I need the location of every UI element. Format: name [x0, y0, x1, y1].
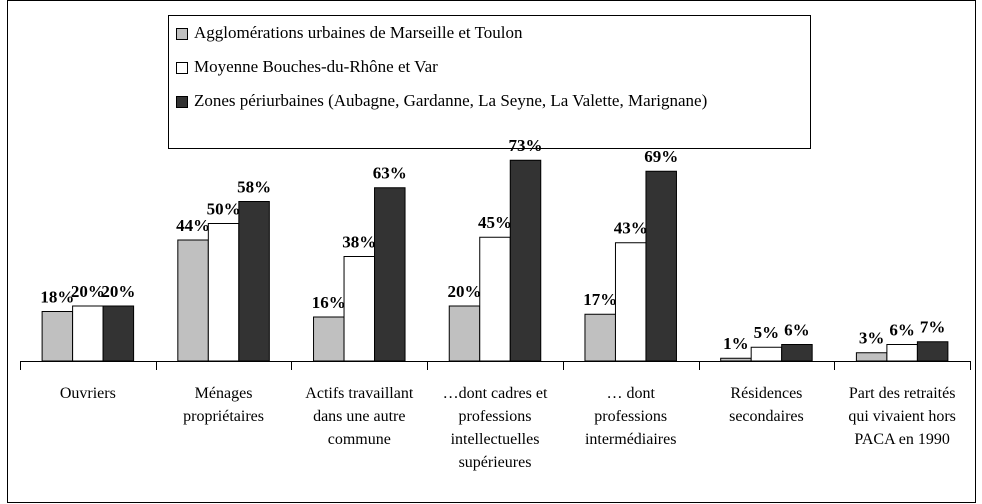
x-tick-label: Ménages propriétaires	[183, 385, 264, 425]
x-tick-label: … dont professions intermédiaires	[584, 385, 677, 448]
bar	[238, 201, 270, 362]
x-tick-label: Ouvriers	[59, 385, 116, 402]
bar	[916, 341, 949, 362]
legend-label: Zones périurbaines (Aubagne, Gardanne, L…	[194, 91, 707, 110]
bar	[479, 236, 511, 362]
bar	[614, 242, 647, 362]
bar	[72, 305, 104, 362]
data-label: 50%	[207, 199, 241, 218]
data-label: 1%	[723, 334, 749, 353]
legend-swatch	[176, 62, 188, 74]
x-tick-label: …dont cadres et professions intellectuel…	[442, 385, 548, 471]
bar	[886, 344, 918, 362]
data-label: 43%	[614, 219, 648, 238]
x-tick-label: Part des retraités qui vivaient hors PAC…	[848, 385, 956, 448]
legend-swatch	[176, 96, 188, 108]
data-label: 3%	[859, 329, 885, 348]
data-label: 63%	[373, 164, 407, 183]
legend-swatch	[176, 28, 188, 40]
data-label: 20%	[448, 282, 482, 301]
bar	[41, 311, 74, 362]
legend-box	[168, 15, 811, 149]
data-label: 20%	[101, 282, 135, 301]
bar	[781, 344, 813, 362]
bar	[343, 256, 376, 362]
data-label: 73%	[509, 136, 543, 155]
bar	[720, 357, 752, 362]
data-label: 6%	[784, 320, 810, 339]
data-label: 44%	[176, 216, 210, 235]
bar	[509, 159, 542, 362]
data-label: 20%	[71, 282, 105, 301]
data-label: 69%	[644, 147, 678, 166]
bar	[448, 305, 481, 362]
data-label: 18%	[40, 287, 74, 306]
bar	[102, 305, 135, 362]
bar	[207, 223, 240, 362]
data-label: 17%	[583, 290, 617, 309]
data-label: 7%	[920, 318, 946, 337]
data-label: 58%	[237, 177, 271, 196]
chart-frame	[7, 0, 976, 503]
x-tick-label: Résidences secondaires	[729, 385, 804, 425]
x-tick-label: Actifs travaillant dans une autre commun…	[305, 385, 414, 448]
data-label: 6%	[889, 320, 915, 339]
bar	[177, 239, 209, 362]
bar	[855, 352, 888, 362]
bar	[645, 170, 677, 362]
legend-label: Moyenne Bouches-du-Rhône et Var	[194, 57, 438, 76]
data-label: 16%	[312, 293, 346, 312]
data-label: 5%	[754, 323, 780, 342]
data-label: 38%	[342, 232, 376, 251]
bar	[374, 187, 406, 362]
bar	[584, 313, 616, 362]
bar	[750, 346, 783, 362]
bar	[313, 316, 345, 362]
legend-label: Agglomérations urbaines de Marseille et …	[194, 23, 523, 42]
data-label: 45%	[478, 213, 512, 232]
